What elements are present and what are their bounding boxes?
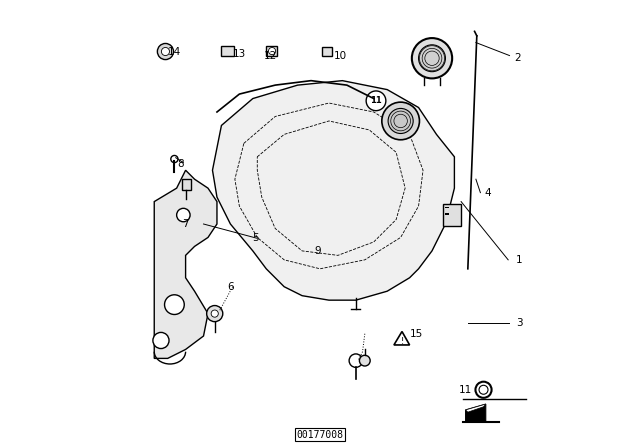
Circle shape	[412, 38, 452, 78]
Text: 11: 11	[459, 385, 472, 395]
Polygon shape	[394, 332, 410, 345]
Text: 13: 13	[233, 49, 246, 59]
Text: 1: 1	[516, 255, 523, 265]
FancyBboxPatch shape	[443, 204, 461, 226]
Text: 10: 10	[333, 51, 347, 61]
Text: 7: 7	[182, 219, 189, 229]
Bar	[182, 179, 191, 190]
Circle shape	[269, 47, 276, 55]
Circle shape	[161, 47, 170, 56]
Bar	[323, 47, 332, 56]
Text: 8: 8	[177, 159, 184, 168]
Circle shape	[388, 108, 413, 134]
Circle shape	[479, 385, 488, 394]
Circle shape	[164, 295, 184, 314]
Circle shape	[476, 382, 492, 398]
Circle shape	[177, 208, 190, 222]
PathPatch shape	[154, 170, 217, 358]
Bar	[445, 207, 449, 208]
Text: 5: 5	[252, 233, 259, 243]
Circle shape	[366, 91, 386, 111]
Circle shape	[153, 332, 169, 349]
Text: 00177008: 00177008	[296, 430, 344, 439]
Text: 2: 2	[514, 53, 520, 63]
Text: !: !	[401, 337, 404, 346]
Text: 6: 6	[227, 282, 234, 292]
Text: 11: 11	[370, 96, 382, 105]
Circle shape	[171, 155, 178, 163]
Circle shape	[349, 354, 362, 367]
Circle shape	[207, 306, 223, 322]
Bar	[266, 46, 278, 56]
Text: 15: 15	[410, 329, 423, 339]
Polygon shape	[466, 404, 486, 412]
Circle shape	[360, 355, 370, 366]
Text: 3: 3	[516, 318, 523, 327]
Text: 14: 14	[168, 47, 181, 56]
Circle shape	[157, 43, 173, 60]
Circle shape	[382, 102, 419, 140]
Polygon shape	[466, 404, 486, 421]
PathPatch shape	[212, 81, 454, 300]
Text: 9: 9	[314, 246, 321, 256]
Text: 12: 12	[264, 51, 277, 61]
Circle shape	[211, 310, 218, 317]
Text: 4: 4	[484, 188, 492, 198]
Circle shape	[419, 45, 445, 72]
Bar	[221, 46, 234, 56]
Bar	[445, 213, 449, 215]
